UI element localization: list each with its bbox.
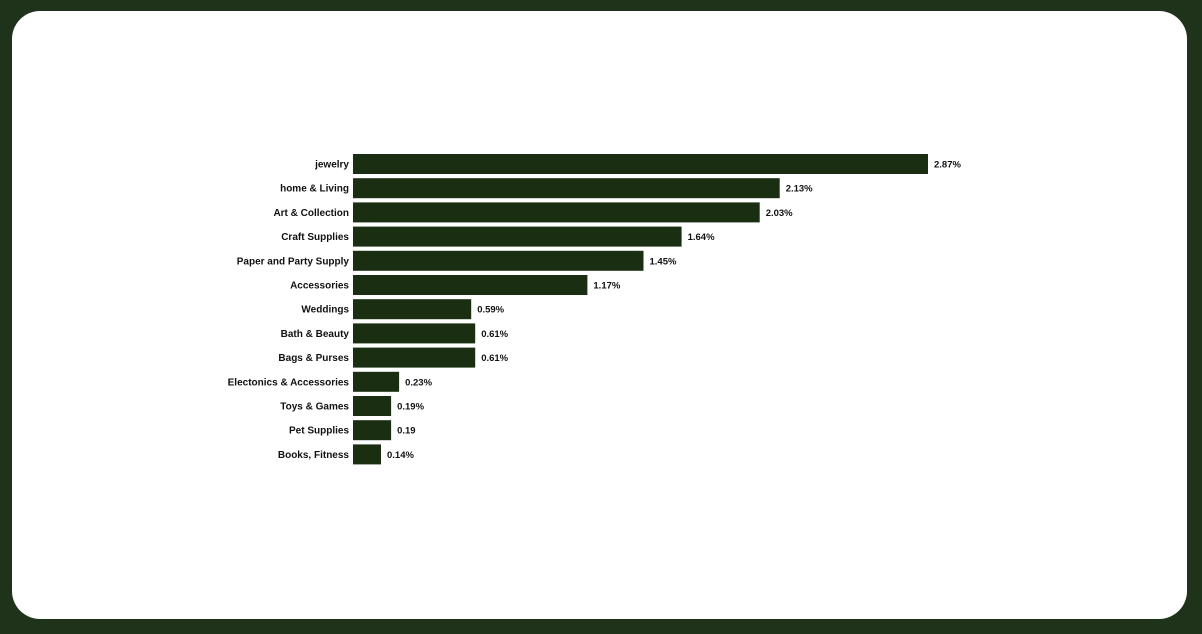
value-label: 0.23% [405,377,432,388]
chart-card: jewelry home & Living Art & Collection Craf… [12,11,1187,619]
value-label: 2.87% [934,160,961,171]
value-label: 2.03% [766,208,793,219]
value-label: 0.61% [481,329,508,340]
value-label: 0.19% [397,402,424,413]
category-label: Bath & Beauty [281,329,350,340]
bar-12 [353,444,381,465]
bar-11 [353,420,392,441]
category-label: Art & Collection [273,208,349,219]
category-label: Accessories [290,281,349,292]
category-label: Pet Supplies [289,426,349,437]
category-label: home & Living [280,184,349,195]
bar-3 [353,226,682,247]
value-labels: 2.87% 2.13% 2.03% 1.64% 1.45% 1.17% 0.59% 0.61%… [387,160,961,461]
category-label: Craft Supplies [281,232,349,243]
bar-1 [353,178,780,199]
value-label: 0.61% [481,353,508,364]
category-label: Electonics & Accessories [228,377,350,388]
bar-chart: jewelry home & Living Art & Collection Craf… [228,154,961,465]
bar-10 [353,396,392,416]
bar-5 [353,275,588,295]
value-label: 1.64% [688,232,715,243]
value-label: 0.19 [397,426,416,437]
bar-0 [353,154,928,174]
value-label: 1.17% [593,281,620,292]
category-label: Books, Fitness [278,450,350,461]
bar-4 [353,250,644,271]
value-label: 0.14% [387,450,414,461]
value-label: 0.59% [477,305,504,316]
bar-7 [353,323,476,344]
category-label: Paper and Party Supply [237,256,350,267]
bar-9 [353,371,400,392]
bar-2 [353,202,760,223]
category-label: Weddings [301,305,349,316]
bars-group [353,154,928,465]
bar-6 [353,299,472,320]
category-label: Toys & Games [280,402,349,413]
bar-8 [353,347,476,368]
value-label: 1.45% [650,256,677,267]
category-label: Bags & Purses [278,353,349,364]
category-labels: jewelry home & Living Art & Collection Craf… [228,160,350,461]
category-label: jewelry [314,160,349,171]
value-label: 2.13% [786,184,813,195]
